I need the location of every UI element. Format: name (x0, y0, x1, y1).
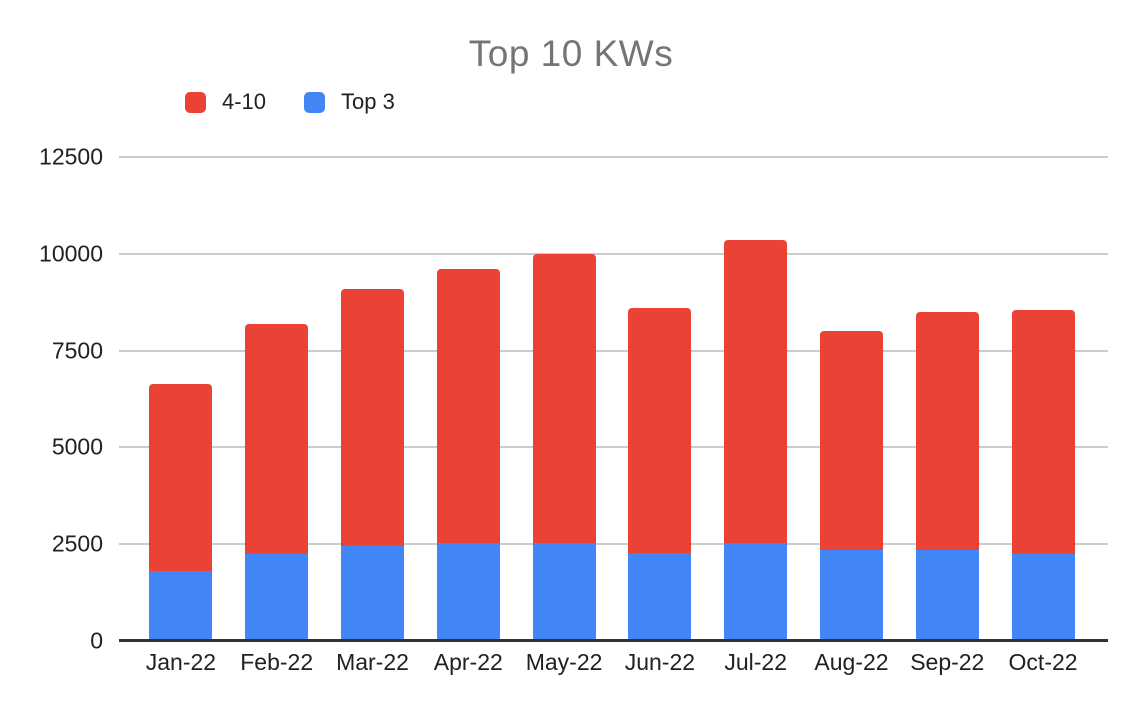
bar-segment-top-3-Jul-22[interactable] (724, 543, 788, 641)
bar-segment-4-10-Mar-22[interactable] (340, 288, 404, 547)
bar-Jul-22 (724, 240, 788, 641)
bar-Apr-22 (436, 269, 500, 641)
gridline-7500 (119, 349, 1108, 352)
bar-segment-top-3-Apr-22[interactable] (436, 543, 500, 641)
bar-Feb-22 (245, 323, 309, 641)
bar-Mar-22 (340, 288, 404, 641)
x-tick-label-Jan-22: Jan-22 (145, 649, 217, 675)
x-tick-label-Jun-22: Jun-22 (624, 649, 696, 675)
x-tick-label-Feb-22: Feb-22 (240, 649, 314, 675)
bar-segment-4-10-Apr-22[interactable] (436, 269, 500, 544)
bars-row (133, 157, 1091, 641)
x-tick-label-Apr-22: Apr-22 (433, 649, 503, 675)
bar-segment-top-3-Aug-22[interactable] (819, 550, 883, 641)
bar-segment-top-3-Jun-22[interactable] (628, 553, 692, 641)
bar-group-Sep-22 (899, 157, 995, 641)
x-tick-label-Sep-22: Sep-22 (910, 649, 985, 675)
legend-item-4-10[interactable]: 4-10 (185, 91, 266, 113)
bar-group-Jun-22 (612, 157, 708, 641)
bar-group-Mar-22 (325, 157, 421, 641)
bar-segment-top-3-May-22[interactable] (532, 543, 596, 641)
y-tick-label-7500: 7500 (51, 337, 103, 364)
y-tick-label-5000: 5000 (51, 433, 103, 460)
bar-Jan-22 (149, 383, 213, 641)
gridline-2500 (119, 543, 1108, 546)
bar-Oct-22 (1011, 309, 1075, 641)
bar-segment-4-10-Oct-22[interactable] (1011, 309, 1075, 554)
bar-segment-4-10-Jun-22[interactable] (628, 308, 692, 554)
x-axis-labels: Jan-22 Feb-22 Mar-22 Apr-22 May-22 Jun-22 Jul-… (133, 649, 1091, 677)
bar-Aug-22 (819, 331, 883, 641)
gridline-10000 (119, 252, 1108, 255)
y-axis-labels: 0 2500 5000 7500 10000 12500 (0, 145, 103, 652)
bar-Jun-22 (628, 308, 692, 641)
bar-group-Apr-22 (420, 157, 516, 641)
bar-group-Jan-22 (133, 157, 229, 641)
bar-segment-4-10-Feb-22[interactable] (245, 323, 309, 554)
bar-group-May-22 (516, 157, 612, 641)
bar-May-22 (532, 253, 596, 641)
bar-group-Aug-22 (804, 157, 900, 641)
plot-area (119, 156, 1108, 642)
x-tick-label-Oct-22: Oct-22 (1008, 649, 1078, 675)
bar-segment-4-10-Jul-22[interactable] (724, 240, 788, 544)
y-tick-label-2500: 2500 (51, 530, 103, 557)
gridline-5000 (119, 446, 1108, 449)
legend-label-4-10: 4-10 (222, 89, 267, 114)
bar-segment-top-3-Feb-22[interactable] (245, 553, 309, 641)
bar-segment-4-10-Jan-22[interactable] (149, 383, 213, 572)
legend-item-top-3[interactable]: Top 3 (304, 91, 395, 113)
x-tick-label-Jul-22: Jul-22 (724, 649, 787, 675)
bar-group-Feb-22 (229, 157, 325, 641)
legend-label-top-3: Top 3 (341, 89, 395, 114)
bar-segment-top-3-Oct-22[interactable] (1011, 553, 1075, 641)
bar-segment-top-3-Jan-22[interactable] (149, 571, 213, 641)
bar-segment-4-10-May-22[interactable] (532, 253, 596, 544)
y-tick-label-10000: 10000 (39, 240, 103, 267)
bar-segment-top-3-Sep-22[interactable] (915, 549, 979, 641)
y-tick-label-0: 0 (90, 627, 103, 654)
legend-swatch-top-3-icon (304, 91, 326, 113)
bar-group-Jul-22 (708, 157, 804, 641)
x-axis-line (119, 639, 1108, 642)
chart-title: Top 10 KWs (468, 33, 674, 74)
y-tick-label-12500: 12500 (39, 143, 103, 170)
bar-segment-top-3-Mar-22[interactable] (340, 546, 404, 641)
x-tick-label-May-22: May-22 (525, 649, 603, 675)
legend-swatch-4-10-icon (185, 91, 206, 113)
bar-Sep-22 (915, 311, 979, 641)
chart-legend: 4-10 Top 3 (185, 91, 395, 113)
bar-group-Oct-22 (995, 157, 1091, 641)
x-tick-label-Aug-22: Aug-22 (814, 649, 889, 675)
x-tick-label-Mar-22: Mar-22 (336, 649, 409, 675)
bar-segment-4-10-Aug-22[interactable] (819, 331, 883, 551)
bar-segment-4-10-Sep-22[interactable] (915, 311, 979, 550)
gridline-12500 (119, 156, 1108, 158)
